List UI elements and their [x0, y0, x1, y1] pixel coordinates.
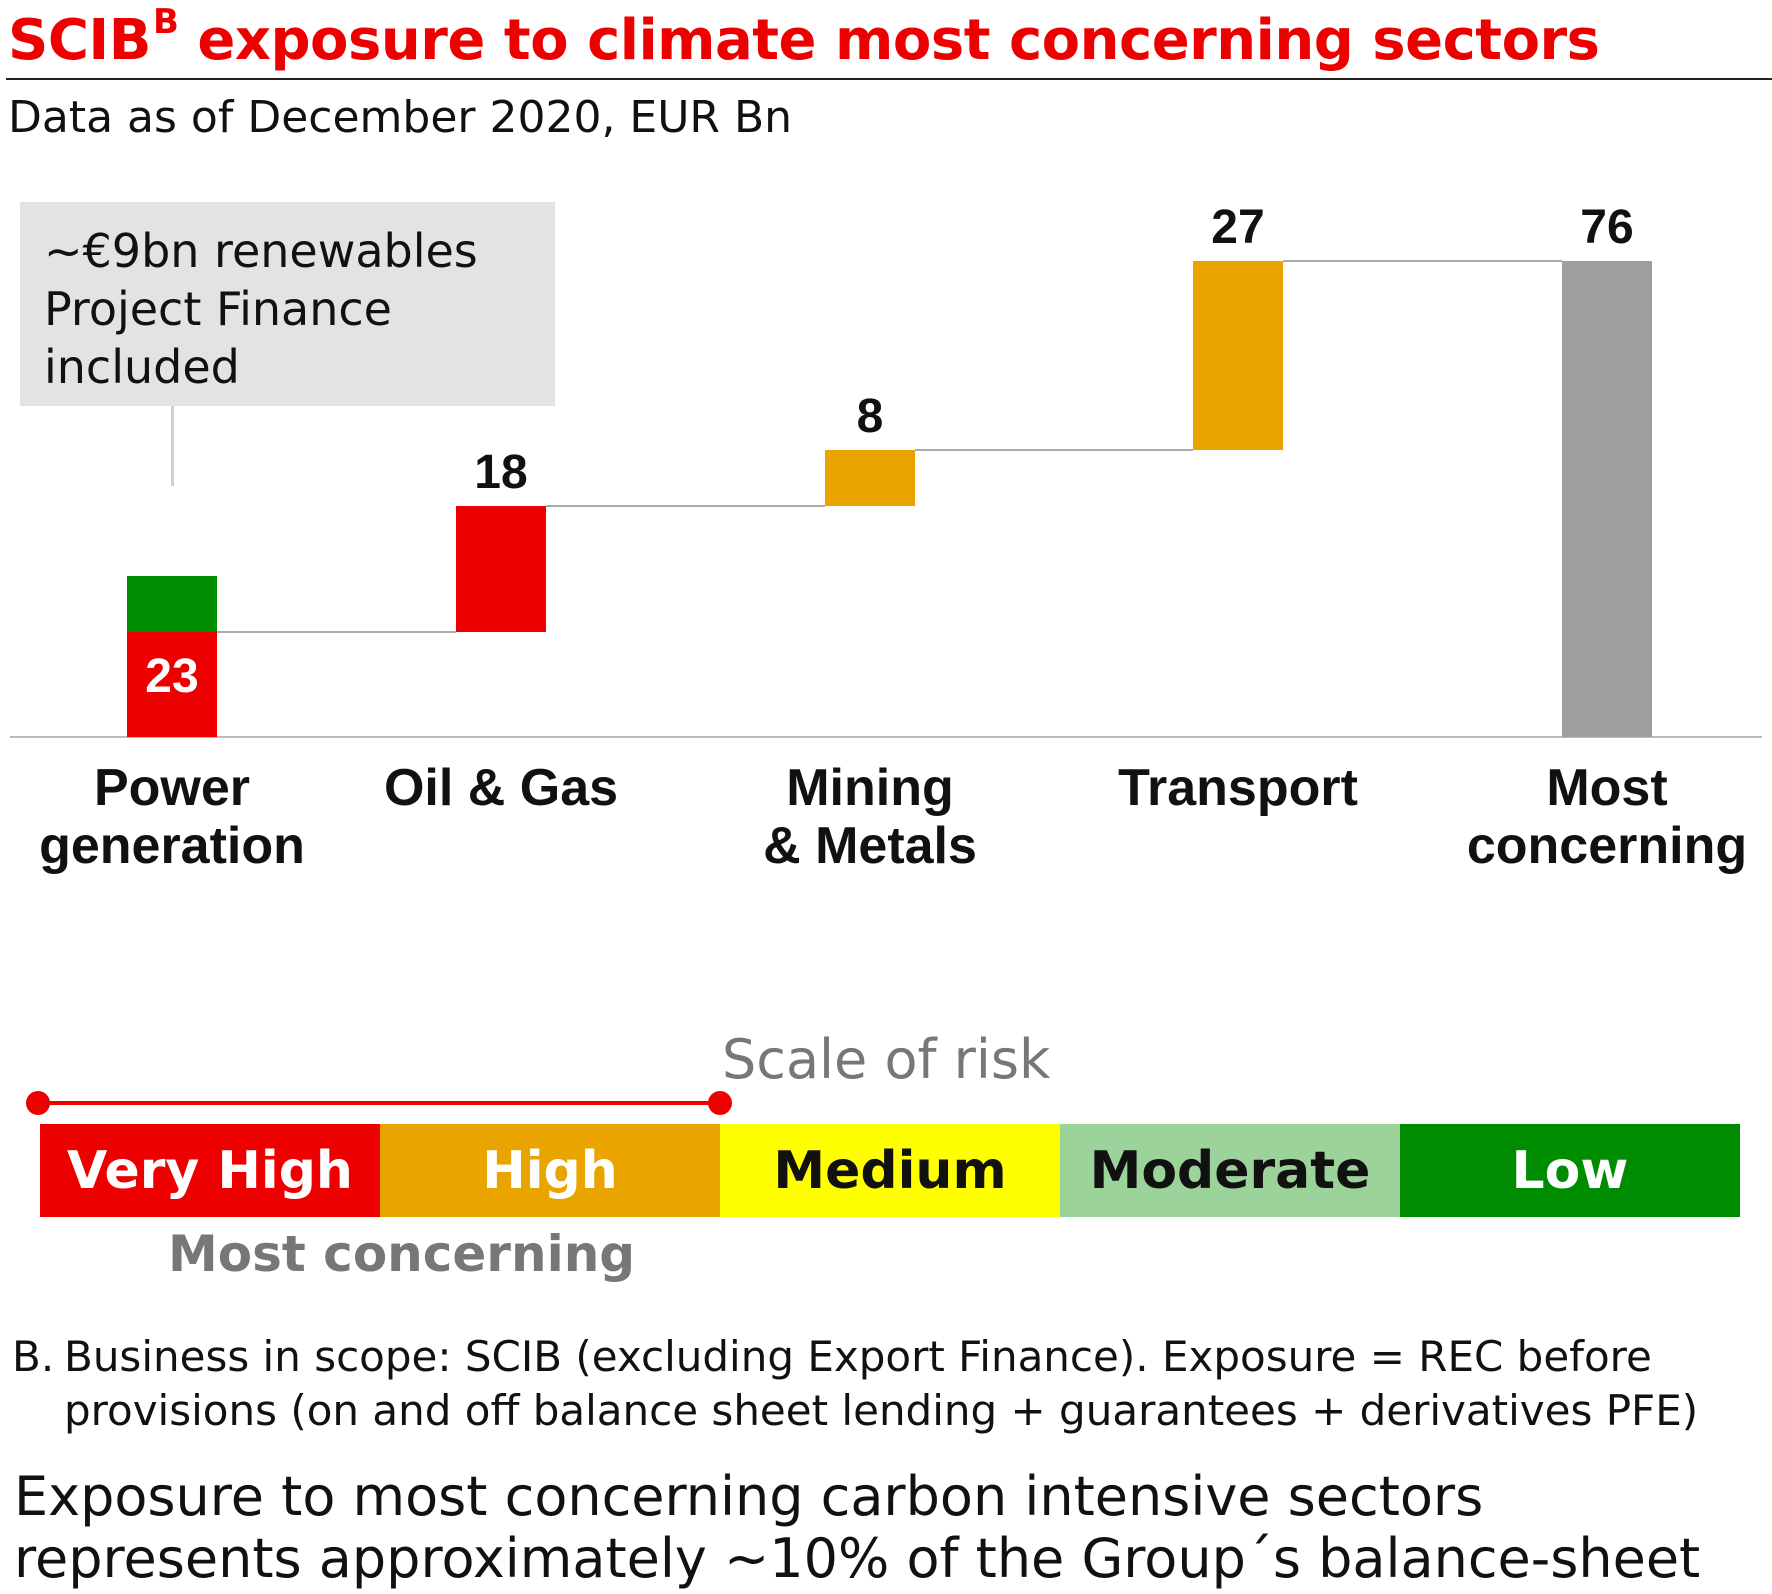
data-label: 76 [1580, 201, 1633, 254]
most-concerning-range-line [38, 1101, 720, 1105]
category-label: Oil & Gas [384, 759, 618, 817]
title-divider [6, 78, 1772, 80]
category-label: generation [39, 817, 305, 875]
bar-segment-total [1562, 261, 1652, 737]
risk-level-label: Moderate [1089, 1140, 1371, 1201]
bar-segment-high [825, 450, 915, 506]
range-end-dot [708, 1091, 732, 1115]
scale-title: Scale of risk [722, 1028, 1051, 1091]
chart-title: SCIBB exposure to climate most concernin… [8, 2, 1600, 73]
category-label: Transport [1118, 759, 1358, 817]
title-rest: exposure to climate most concerning sect… [178, 8, 1600, 73]
callout-connector [171, 406, 174, 486]
risk-level-low: Low [1400, 1124, 1740, 1217]
risk-level-label: Very High [67, 1140, 353, 1201]
renewables-callout: ~€9bn renewables Project Finance include… [20, 202, 555, 406]
data-label: 8 [857, 390, 884, 443]
risk-level-medium: Medium [720, 1124, 1060, 1217]
bar-segment-very-high [456, 506, 546, 632]
bar-segment-high [1193, 261, 1283, 450]
risk-scale-bar: Very High High Medium Moderate Low [40, 1124, 1740, 1217]
title-superscript: B [152, 2, 179, 42]
data-label: 27 [1211, 201, 1264, 254]
chart-subtitle: Data as of December 2020, EUR Bn [8, 92, 793, 143]
bar-segment-very-high [127, 632, 217, 737]
footnote: B. Business in scope: SCIB (excluding Ex… [12, 1330, 1712, 1438]
risk-level-moderate: Moderate [1060, 1124, 1400, 1217]
footnote-text: Business in scope: SCIB (excluding Expor… [64, 1332, 1699, 1435]
range-start-dot [26, 1091, 50, 1115]
title-prefix: SCIB [8, 8, 151, 73]
footnote-marker: B. [12, 1332, 55, 1381]
risk-level-label: High [482, 1140, 618, 1201]
category-label: concerning [1467, 817, 1747, 875]
bar-segment-low [127, 576, 217, 632]
risk-level-label: Medium [773, 1140, 1007, 1201]
risk-level-very-high: Very High [40, 1124, 380, 1217]
category-label: Power [94, 759, 250, 817]
category-label: Most [1546, 759, 1667, 817]
category-label: Mining [786, 759, 954, 817]
data-label: 18 [474, 446, 527, 499]
summary-note: Exposure to most concerning carbon inten… [14, 1465, 1701, 1590]
data-label: 23 [145, 650, 198, 703]
risk-level-high: High [380, 1124, 720, 1217]
category-label: & Metals [763, 817, 977, 875]
most-concerning-label: Most concerning [168, 1225, 636, 1283]
risk-level-label: Low [1511, 1140, 1629, 1201]
